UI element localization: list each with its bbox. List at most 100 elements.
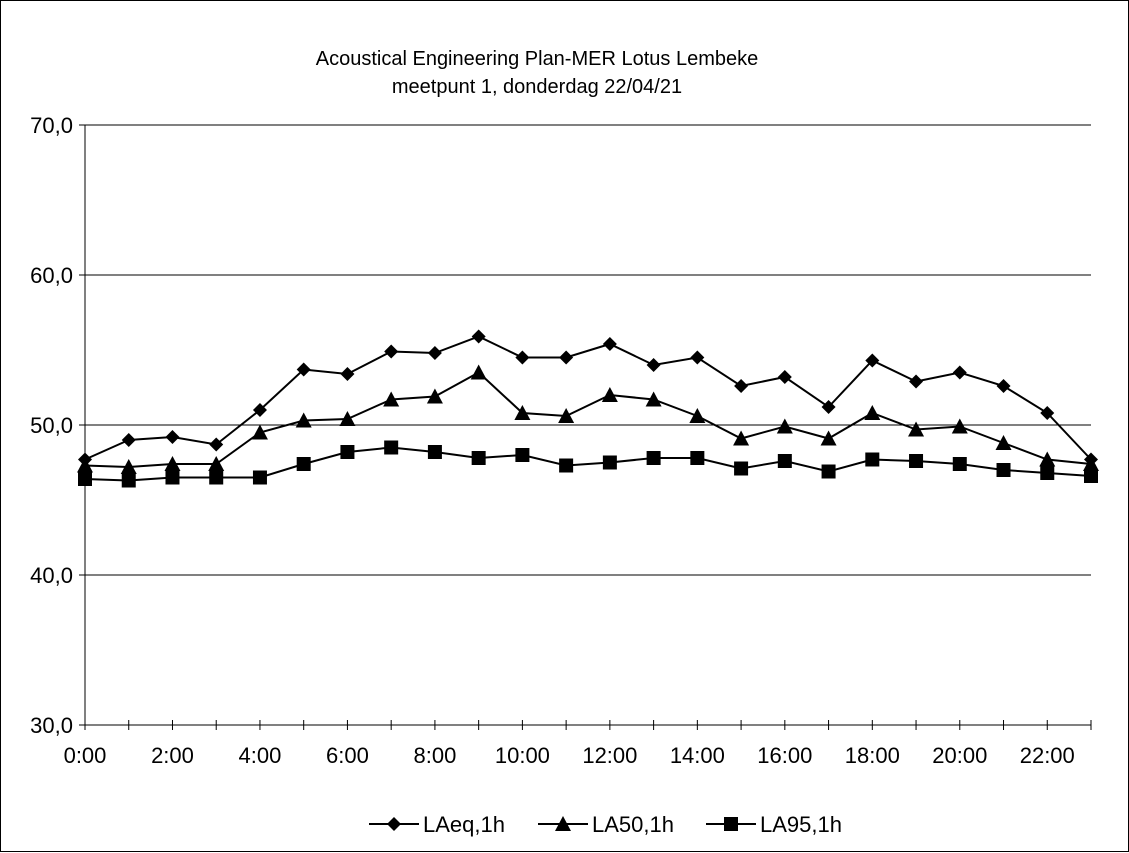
data-point: [121, 433, 136, 447]
data-point: [164, 456, 181, 471]
data-point: [734, 461, 749, 476]
y-tick-label: 50,0: [30, 413, 73, 438]
data-point: [558, 408, 575, 423]
data-point: [471, 329, 486, 344]
data-point: [1084, 469, 1098, 483]
data-point: [252, 470, 267, 485]
data-point: [427, 445, 442, 459]
data-point: [165, 430, 180, 444]
data-point: [340, 367, 355, 381]
data-point: [951, 418, 968, 434]
data-point: [952, 457, 967, 471]
data-point: [865, 353, 880, 368]
gridlines: [85, 124, 1091, 576]
series-triangle: [77, 364, 1099, 474]
data-point: [559, 458, 574, 473]
chart-subtitle: meetpunt 1, donderdag 22/04/21: [392, 76, 682, 98]
legend-item: LA95,1h: [706, 812, 842, 837]
legend-label: LA95,1h: [760, 812, 842, 837]
x-tick-label: 4:00: [239, 743, 282, 768]
y-tick-label: 70,0: [30, 113, 73, 138]
chart-title: Acoustical Engineering Plan-MER Lotus Le…: [316, 48, 758, 70]
y-tick-label: 60,0: [30, 263, 73, 288]
data-point: [209, 470, 224, 485]
legend-marker: [387, 817, 401, 831]
data-point: [165, 470, 180, 485]
data-point: [908, 421, 925, 437]
axes: [79, 124, 1092, 730]
data-point: [690, 350, 705, 365]
legend-marker: [555, 816, 571, 831]
data-point: [340, 445, 355, 459]
legend-item: LA50,1h: [538, 812, 674, 837]
data-point: [733, 430, 750, 446]
data-point: [470, 364, 487, 380]
data-point: [689, 408, 706, 423]
data-point: [426, 388, 443, 404]
data-point: [78, 472, 92, 486]
data-point: [602, 455, 617, 470]
data-point: [251, 424, 268, 440]
x-tick-label: 18:00: [845, 743, 900, 768]
y-tick-label: 30,0: [30, 713, 73, 738]
x-tick-label: 2:00: [151, 743, 194, 768]
data-point: [645, 391, 662, 407]
data-point: [646, 451, 661, 465]
data-point: [121, 473, 136, 488]
data-point: [295, 412, 312, 428]
data-point: [995, 435, 1012, 450]
data-point: [384, 344, 399, 359]
y-tick-labels: 30,0 40,0 50,0 60,0 70,0: [30, 113, 73, 738]
series-square: [78, 440, 1098, 488]
data-point: [471, 451, 486, 465]
data-point: [996, 463, 1011, 477]
data-point: [820, 430, 837, 446]
data-point: [996, 379, 1011, 393]
data-point: [777, 370, 792, 384]
data-point: [514, 405, 531, 420]
data-point: [776, 418, 793, 434]
data-point: [690, 451, 705, 465]
y-tick-label: 40,0: [30, 563, 73, 588]
data-point: [296, 457, 311, 471]
data-point: [1039, 451, 1056, 467]
x-tick-label: 0:00: [64, 743, 107, 768]
data-point: [427, 346, 442, 360]
x-tick-label: 16:00: [757, 743, 812, 768]
data-point: [1083, 456, 1099, 471]
series-diamond: [78, 329, 1098, 467]
series-group: [77, 329, 1099, 488]
data-point: [1040, 406, 1055, 420]
x-tick-label: 20:00: [932, 743, 987, 768]
data-point: [821, 400, 836, 414]
data-point: [515, 350, 530, 365]
data-point: [209, 437, 224, 452]
data-point: [909, 454, 924, 468]
data-point: [602, 337, 617, 351]
data-point: [339, 411, 356, 426]
x-tick-labels: 0:00 2:00 4:00 6:00 8:00 10:00 12:00 14:00 16:00…: [64, 743, 1075, 768]
data-point: [646, 358, 661, 372]
series-line: [84, 335, 1092, 461]
legend-item: LAeq,1h: [369, 812, 505, 837]
data-point: [383, 391, 400, 407]
data-point: [515, 448, 530, 462]
legend-marker: [724, 817, 738, 831]
legend: LAeq,1h LA50,1h LA95,1h: [369, 812, 842, 837]
data-point: [909, 374, 924, 389]
data-point: [208, 456, 225, 471]
data-point: [601, 387, 618, 402]
data-point: [296, 362, 311, 377]
data-point: [559, 350, 574, 365]
x-tick-label: 6:00: [326, 743, 369, 768]
data-point: [77, 457, 93, 473]
x-tick-label: 8:00: [413, 743, 456, 768]
data-point: [864, 405, 881, 420]
legend-label: LA50,1h: [592, 812, 674, 837]
data-point: [952, 365, 967, 380]
data-point: [734, 379, 749, 393]
x-tick-label: 22:00: [1020, 743, 1075, 768]
series-line: [84, 446, 1092, 482]
